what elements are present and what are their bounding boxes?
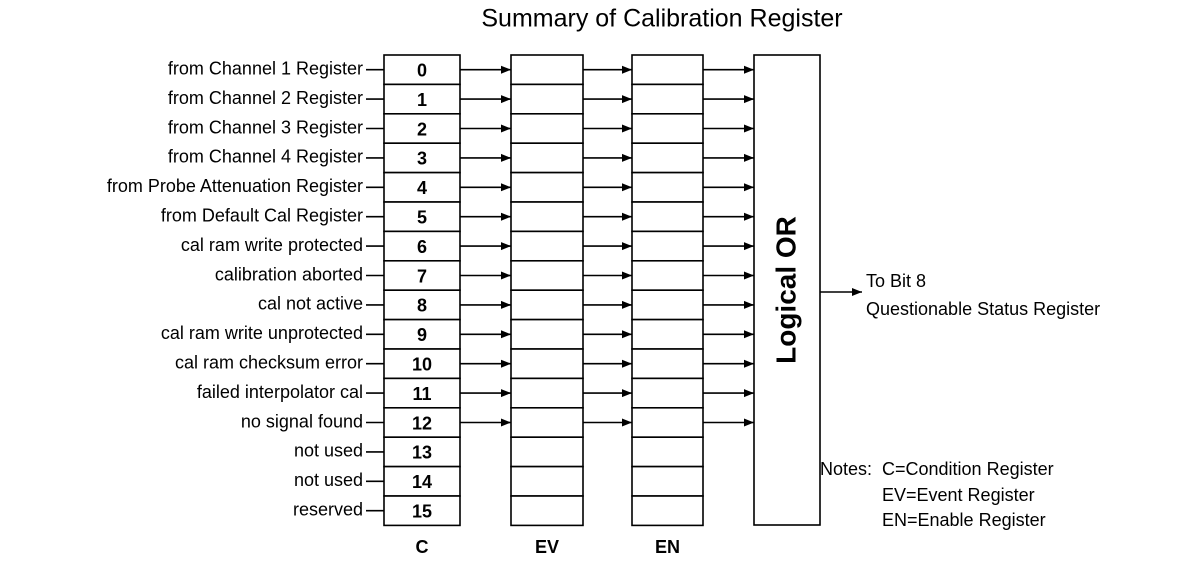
register-cell xyxy=(510,406,584,438)
note: C=Condition Register xyxy=(882,459,1054,479)
input-label: not used xyxy=(294,441,363,461)
register-cell xyxy=(510,230,584,262)
bit-label: 5 xyxy=(417,207,427,227)
register-cell xyxy=(510,348,584,380)
bit-label: 15 xyxy=(412,501,432,521)
output-line: To Bit 8 xyxy=(866,271,926,291)
bit-label: 4 xyxy=(417,178,427,198)
register-cell xyxy=(383,436,461,468)
register-cell xyxy=(510,318,584,350)
register-cell xyxy=(631,201,704,233)
input-label: cal not active xyxy=(258,294,363,314)
register-cell xyxy=(383,318,461,350)
note: EV=Event Register xyxy=(882,485,1035,505)
register-cell xyxy=(631,113,704,145)
bit-label: 10 xyxy=(412,354,432,374)
input-label: cal ram write unprotected xyxy=(161,323,363,343)
bit-label: 11 xyxy=(412,384,431,404)
bit-label: 7 xyxy=(417,266,427,286)
or-label: Logical OR xyxy=(770,216,801,364)
register-cell xyxy=(510,259,584,291)
register-cell xyxy=(631,230,704,262)
register-cell xyxy=(631,377,704,409)
register-cell xyxy=(631,289,704,321)
register-cell xyxy=(510,171,584,203)
register-cell xyxy=(631,54,704,86)
register-cell xyxy=(510,54,584,86)
input-label: failed interpolator cal xyxy=(197,382,363,402)
register-cell xyxy=(510,377,584,409)
register-cell xyxy=(631,495,704,527)
register-cell xyxy=(510,83,584,115)
register-cell xyxy=(631,142,704,174)
input-label: from Channel 1 Register xyxy=(168,58,363,78)
register-cell xyxy=(383,113,461,145)
register-cell xyxy=(383,495,461,527)
register-cell xyxy=(383,465,461,497)
bit-label: 12 xyxy=(412,413,432,433)
register-cell xyxy=(631,465,704,497)
register-cell xyxy=(510,436,584,468)
bit-label: 13 xyxy=(412,443,432,463)
bit-label: 0 xyxy=(417,60,427,80)
register-cell xyxy=(510,495,584,527)
column-label: C xyxy=(416,537,429,557)
bit-label: 6 xyxy=(417,237,427,257)
input-label: from Channel 2 Register xyxy=(168,88,363,108)
register-cell xyxy=(510,113,584,145)
input-label: from Channel 4 Register xyxy=(168,147,363,167)
register-cell xyxy=(631,171,704,203)
input-label: cal ram checksum error xyxy=(175,352,363,372)
note: EN=Enable Register xyxy=(882,510,1046,530)
register-cell xyxy=(383,406,461,438)
register-cell xyxy=(510,465,584,497)
register-cell xyxy=(510,289,584,321)
or-box xyxy=(753,54,821,526)
input-label: from Default Cal Register xyxy=(161,205,363,225)
notes-heading: Notes: xyxy=(820,459,872,479)
column-label: EN xyxy=(655,537,680,557)
register-cell xyxy=(631,348,704,380)
bit-label: 3 xyxy=(417,149,427,169)
register-cell xyxy=(510,142,584,174)
register-cell xyxy=(631,406,704,438)
bit-label: 1 xyxy=(417,90,427,110)
output-line: Questionable Status Register xyxy=(866,299,1100,319)
title: Summary of Calibration Register xyxy=(481,5,842,33)
bit-label: 8 xyxy=(417,296,427,316)
input-label: no signal found xyxy=(241,411,363,431)
register-cell xyxy=(383,348,461,380)
input-label: not used xyxy=(294,470,363,490)
register-cell xyxy=(631,259,704,291)
input-label: cal ram write protected xyxy=(181,235,363,255)
bit-label: 2 xyxy=(417,119,427,139)
register-cell xyxy=(631,436,704,468)
register-cell xyxy=(383,230,461,262)
bit-label: 9 xyxy=(417,325,427,345)
register-cell xyxy=(631,83,704,115)
bit-label: 14 xyxy=(412,472,432,492)
register-cell xyxy=(631,318,704,350)
input-label: from Channel 3 Register xyxy=(168,117,363,137)
input-label: calibration aborted xyxy=(215,264,363,284)
column-label: EV xyxy=(535,537,559,557)
register-cell xyxy=(510,201,584,233)
input-label: from Probe Attenuation Register xyxy=(107,176,363,196)
input-label: reserved xyxy=(293,499,363,519)
register-cell xyxy=(383,171,461,203)
